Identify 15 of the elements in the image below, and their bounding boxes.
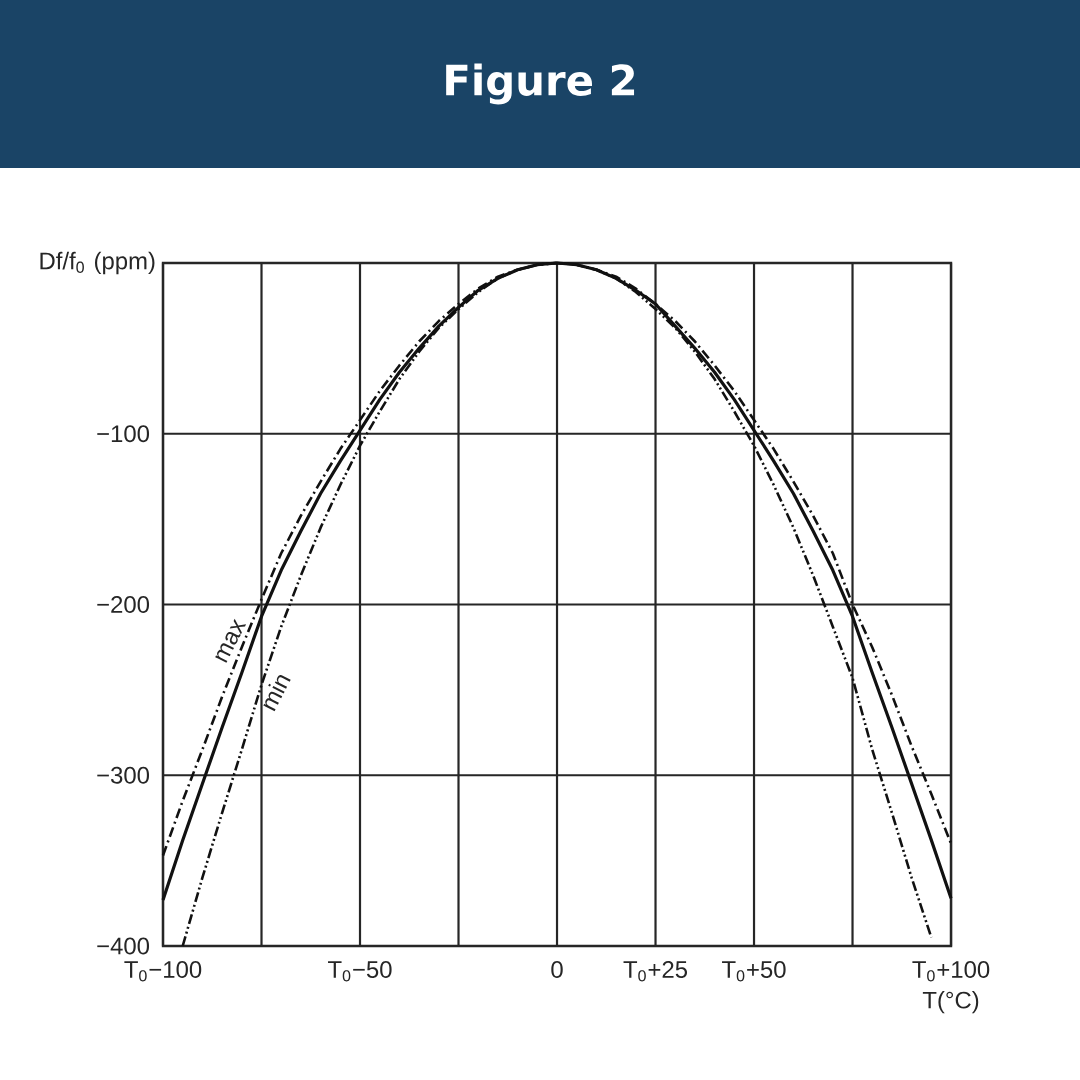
x-axis-title: T(°C)	[922, 991, 979, 1014]
x-tick-label: T$_{0}$+100	[912, 961, 990, 982]
text: max	[215, 618, 247, 663]
y-tick-label: −300	[97, 766, 150, 784]
y-tick-label: −400	[97, 937, 150, 955]
y-tick-label: −100	[97, 425, 150, 443]
x-tick-label: T$_{0}$+50	[722, 961, 786, 982]
x-tick-label: 0	[551, 961, 563, 978]
y-tick-label: −200	[97, 596, 150, 613]
x-tick-label: T$_{0}$−50	[328, 961, 392, 982]
x-tick-label: T$_{0}$+25	[623, 961, 688, 982]
text: min	[263, 675, 291, 712]
chart-title: Figure 2	[446, 63, 635, 105]
y-axis-title: Df/f$_{0}$ (ppm)	[40, 251, 155, 275]
x-tick-label: T$_{0}$−100	[124, 961, 202, 982]
